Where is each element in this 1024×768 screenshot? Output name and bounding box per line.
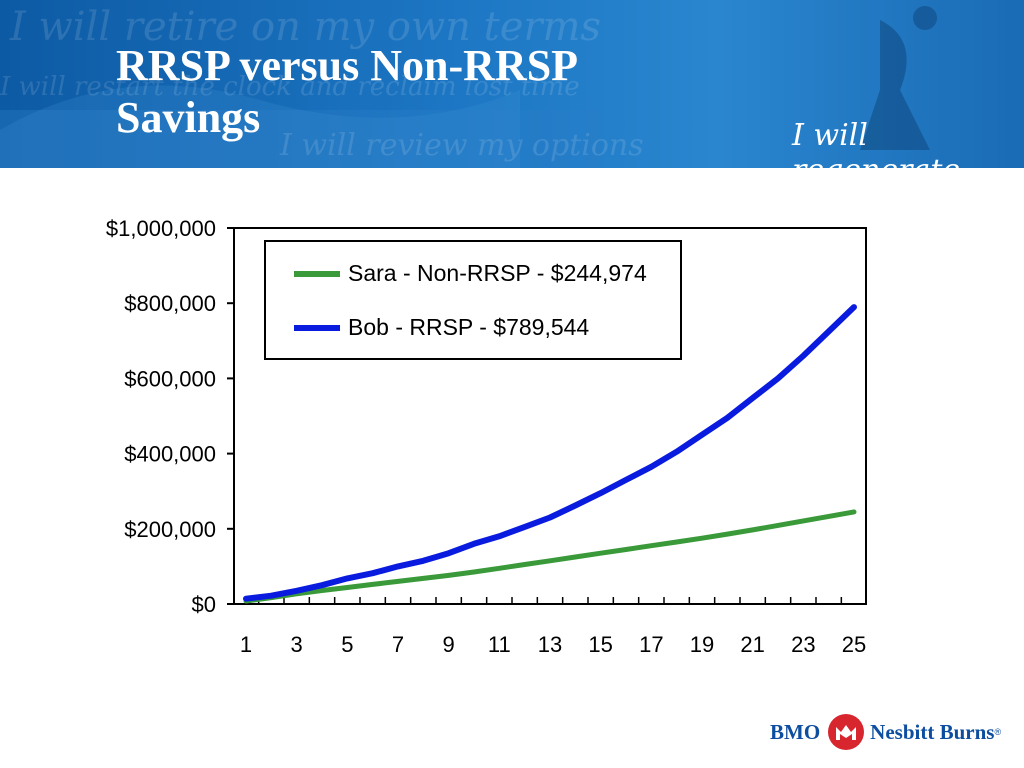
legend-swatch-sara	[294, 270, 340, 277]
x-tick-label: 5	[341, 632, 353, 657]
x-tick-label: 19	[690, 632, 714, 657]
x-tick-label: 1	[240, 632, 252, 657]
x-tick-label: 21	[740, 632, 764, 657]
background-script-1: I will retire on my own terms	[9, 4, 601, 50]
y-tick-label: $400,000	[124, 442, 216, 467]
x-tick-label: 23	[791, 632, 815, 657]
logo-nesbitt-burns-text: Nesbitt Burns	[870, 719, 995, 744]
x-tick-label: 25	[842, 632, 866, 657]
logo-bmo-text: BMO	[770, 719, 821, 744]
tagline: I will regenerate	[792, 118, 960, 168]
series-line-sara	[243, 509, 857, 604]
x-tick-label: 13	[538, 632, 562, 657]
title-line-2: Savings	[116, 93, 261, 142]
legend-swatch-bob	[294, 324, 340, 331]
background-script-2: I will restart the clock and reclaim los…	[0, 72, 580, 102]
legend-item-sara: Sara - Non-RRSP - $244,974	[294, 260, 647, 287]
legend-label-sara: Sara - Non-RRSP - $244,974	[348, 260, 647, 286]
legend-item-bob: Bob - RRSP - $789,544	[294, 314, 589, 341]
x-tick-label: 11	[488, 632, 511, 657]
banner-background-art: I will retire on my own terms I will res…	[0, 4, 937, 168]
plot-area-frame	[233, 227, 867, 605]
chart-legend: Sara - Non-RRSP - $244,974 Bob - RRSP - …	[264, 240, 682, 360]
series-layer	[243, 304, 857, 604]
bmo-nesbitt-burns-logo: BMO Nesbitt Burns ®	[770, 714, 1001, 750]
x-tick-label: 17	[639, 632, 663, 657]
registered-mark: ®	[994, 727, 1002, 737]
y-tick-label: $1,000,000	[106, 216, 216, 241]
bmo-roundel-icon	[828, 714, 865, 750]
y-tick-label: $600,000	[124, 366, 216, 391]
title-line-1: RRSP versus Non-RRSP	[116, 41, 579, 90]
legend-label-bob: Bob - RRSP - $789,544	[348, 314, 590, 340]
x-tick-label: 7	[392, 632, 404, 657]
y-tick-label: $800,000	[124, 291, 216, 316]
background-script-3: I will review my options	[279, 128, 644, 163]
header-banner: I will retire on my own terms I will res…	[0, 0, 1024, 168]
x-tick-label: 3	[291, 632, 303, 657]
y-tick-label: $200,000	[124, 517, 216, 542]
slide-title: RRSP versus Non-RRSP Savings	[116, 40, 578, 144]
x-tick-label: 15	[588, 632, 612, 657]
y-tick-label: $0	[192, 592, 216, 617]
x-tick-label: 9	[443, 632, 455, 657]
axis-layer: $0 $200,000 $400,000 $600,000 $800,000 $1,000…	[106, 216, 867, 657]
